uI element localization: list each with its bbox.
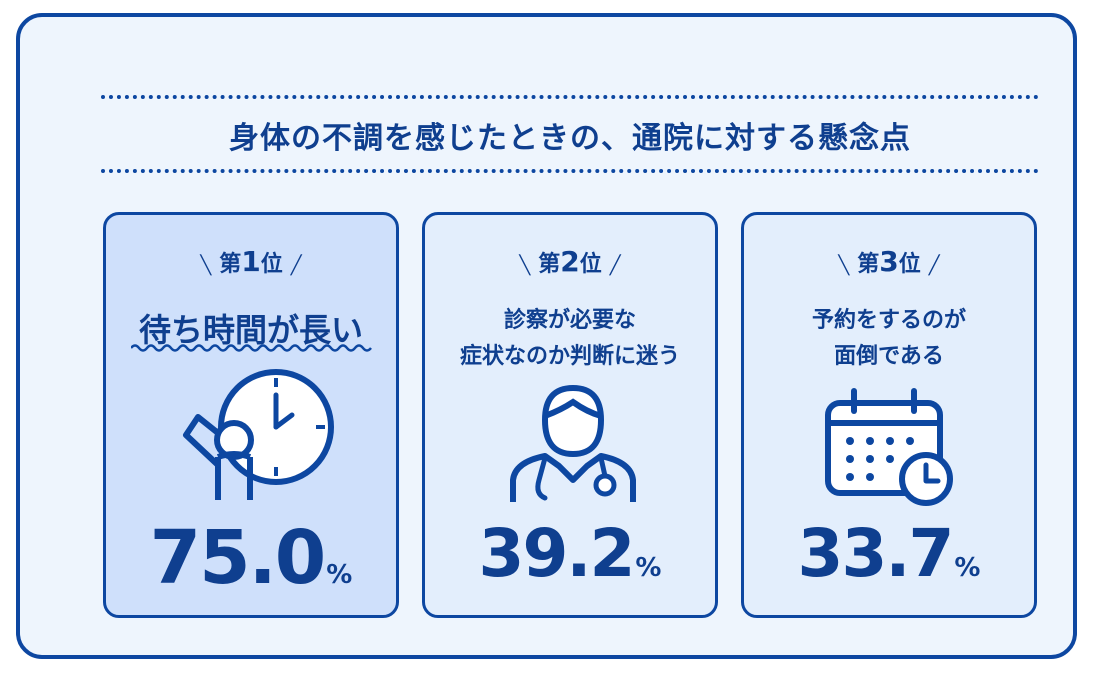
rank-number: 1: [241, 245, 261, 278]
percentage-value-3: 33.7%: [744, 515, 1034, 592]
value-unit: %: [954, 553, 981, 583]
rank-heading-3: ╲ 第3位 ╱: [744, 245, 1034, 278]
rank-suffix: 位: [898, 252, 921, 277]
concern-label-1: 待ち時間が長い: [138, 311, 363, 349]
wavy-underline-icon: [131, 344, 372, 352]
rank-heading-1: ╲ 第1位 ╱: [106, 245, 396, 278]
concern-label-line1: 診察が必要な: [503, 308, 636, 333]
waiting-clock-icon: [183, 369, 334, 500]
rank-number: 2: [560, 245, 580, 278]
rank-suffix: 位: [579, 252, 602, 277]
tick-right-icon: ╱: [609, 255, 621, 276]
tick-right-icon: ╱: [928, 255, 940, 276]
ranking-card-3: ╲ 第3位 ╱ 予約をするのが 面倒である 33.7%: [741, 212, 1037, 618]
percentage-value-2: 39.2%: [425, 515, 715, 592]
rank-prefix: 第: [538, 252, 561, 277]
value-number: 75.0: [149, 515, 327, 601]
value-unit: %: [635, 553, 662, 583]
calendar-clock-icon: [825, 388, 953, 506]
concern-label-2: 診察が必要な 症状なのか判断に迷う: [425, 303, 715, 375]
tick-left-icon: ╲: [519, 255, 531, 276]
rank-heading-2: ╲ 第2位 ╱: [425, 245, 715, 278]
concern-label-3: 予約をするのが 面倒である: [744, 303, 1034, 375]
concern-label-line2: 面倒である: [834, 344, 944, 369]
tick-right-icon: ╱: [290, 255, 302, 276]
value-number: 39.2: [478, 515, 636, 592]
ranking-card-1: ╲ 第1位 ╱ 待ち時間が長い 75.0%: [103, 212, 399, 618]
ranking-card-2: ╲ 第2位 ╱ 診察が必要な 症状なのか判断に迷う 39.2%: [422, 212, 718, 618]
doctor-icon: [510, 384, 636, 502]
rank-prefix: 第: [219, 252, 242, 277]
rank-number: 3: [879, 245, 899, 278]
infographic-panel: 身体の不調を感じたときの、通院に対する懸念点 ╲ 第1位 ╱ 待ち時間が長い 75.…: [16, 13, 1077, 659]
title-dotted-rule-top: [101, 95, 1039, 99]
tick-left-icon: ╲: [838, 255, 850, 276]
concern-label-line2: 症状なのか判断に迷う: [459, 344, 680, 369]
concern-label-line1: 予約をするのが: [811, 308, 966, 333]
rank-prefix: 第: [857, 252, 880, 277]
rank-suffix: 位: [260, 252, 283, 277]
value-number: 33.7: [797, 515, 955, 592]
tick-left-icon: ╲: [200, 255, 212, 276]
percentage-value-1: 75.0%: [106, 515, 396, 601]
page-title: 身体の不調を感じたときの、通院に対する懸念点: [229, 121, 911, 156]
value-unit: %: [326, 560, 353, 590]
title-dotted-rule-bottom: [101, 169, 1039, 173]
